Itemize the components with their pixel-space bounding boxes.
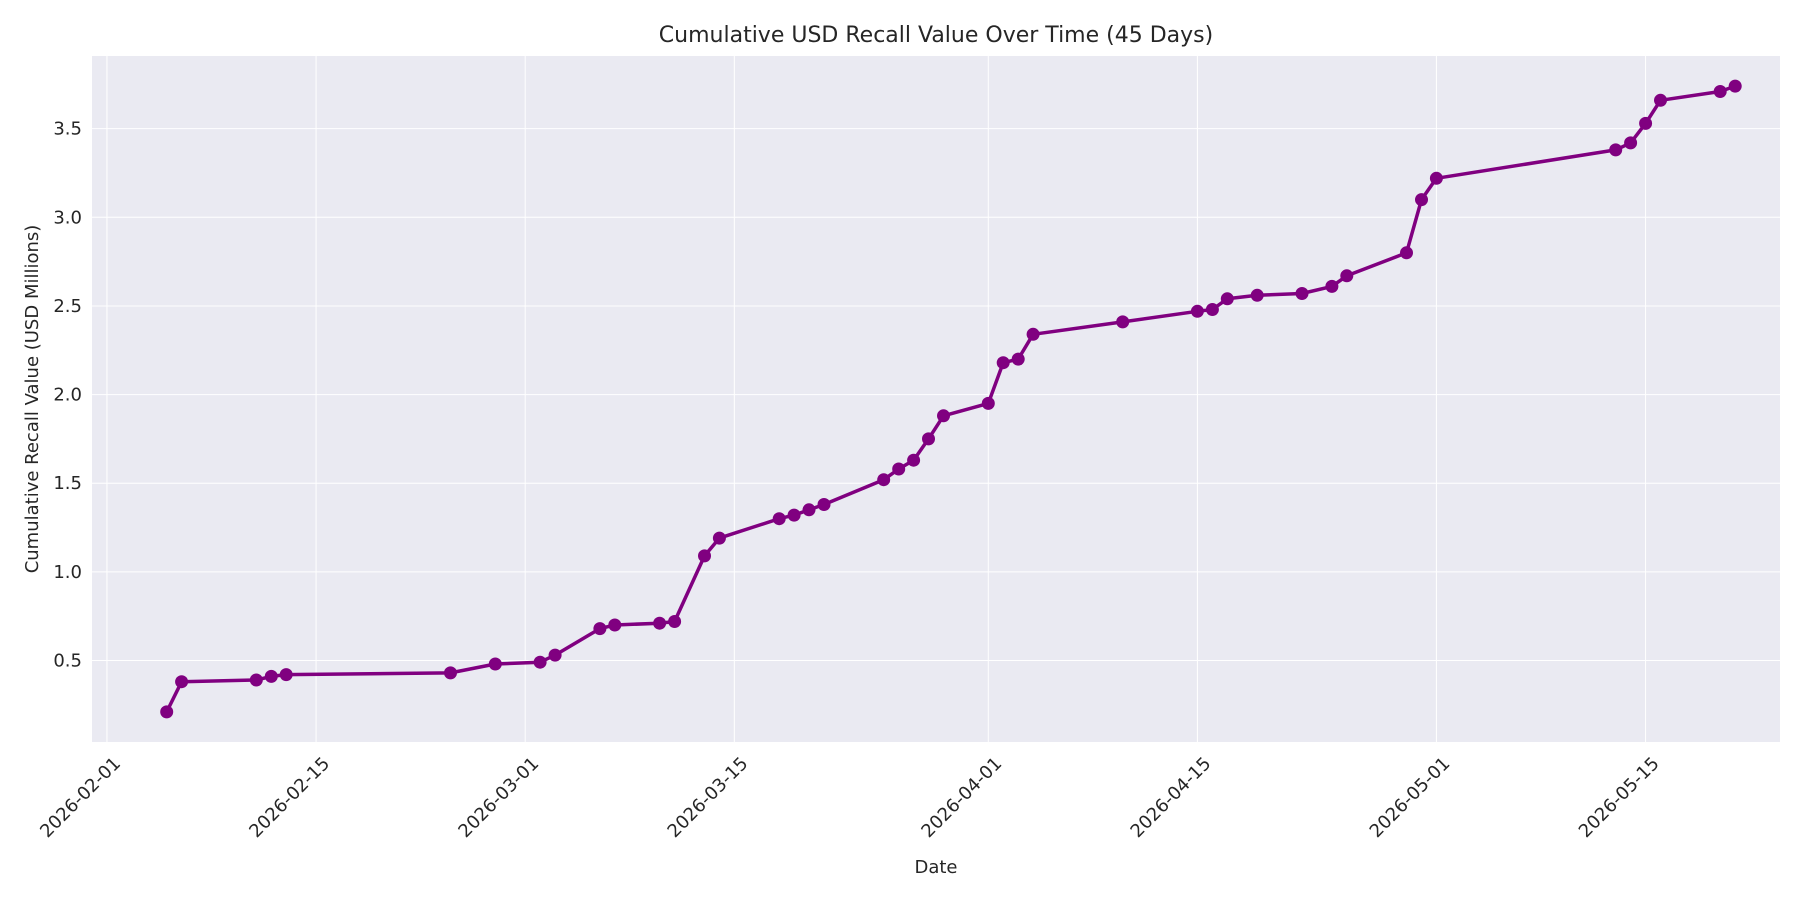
data-point <box>1250 288 1264 302</box>
x-axis-label: Date <box>914 857 957 878</box>
data-series <box>160 79 1742 719</box>
data-point <box>817 498 831 511</box>
data-point <box>1429 171 1443 185</box>
x-tick-label: 2026-05-15 <box>1575 753 1664 842</box>
data-point <box>892 462 906 476</box>
data-point <box>1609 143 1623 157</box>
data-point <box>1624 136 1638 150</box>
x-tick-label: 2026-02-01 <box>36 753 125 842</box>
x-tick-label: 2026-03-15 <box>664 753 753 842</box>
chart-title: Cumulative USD Recall Value Over Time (4… <box>659 23 1213 48</box>
y-axis-label: Cumulative Recall Value (USD Millions) <box>22 225 43 574</box>
data-point <box>608 618 622 632</box>
data-point <box>877 473 891 487</box>
data-point <box>279 668 293 682</box>
data-point <box>249 673 263 687</box>
data-point <box>175 675 189 689</box>
data-point <box>1400 246 1413 260</box>
y-tick-label: 0.5 <box>53 650 82 671</box>
data-point <box>548 648 562 662</box>
data-point <box>444 666 457 680</box>
data-point <box>1116 315 1130 329</box>
y-tick-label: 3.0 <box>53 207 82 228</box>
grid-lines <box>92 56 1780 742</box>
data-point <box>1728 79 1742 93</box>
data-point <box>1415 193 1428 207</box>
y-tick-label: 2.0 <box>53 385 82 406</box>
y-tick-label: 2.5 <box>53 296 82 317</box>
data-point <box>1713 85 1727 98</box>
x-tick-label: 2026-04-01 <box>917 753 1006 842</box>
x-tick-label: 2026-05-01 <box>1366 753 1455 842</box>
data-point <box>937 409 950 423</box>
data-point <box>907 453 921 467</box>
data-point <box>1190 304 1204 318</box>
data-point <box>981 396 995 410</box>
x-tick-label: 2026-04-15 <box>1127 753 1216 842</box>
data-point <box>712 531 726 545</box>
data-point <box>668 615 682 628</box>
data-point <box>533 655 547 669</box>
data-point <box>593 622 607 636</box>
data-point <box>653 616 667 630</box>
data-point <box>787 508 801 522</box>
data-point <box>1205 303 1219 316</box>
data-point <box>1340 269 1354 283</box>
y-tick-label: 3.5 <box>53 119 82 140</box>
data-point <box>922 432 935 446</box>
data-point <box>1295 287 1309 300</box>
data-point <box>1026 327 1040 341</box>
y-tick-label: 1.0 <box>53 562 82 583</box>
x-tick-label: 2026-02-15 <box>245 753 334 842</box>
data-point <box>1325 279 1339 293</box>
x-tick-label: 2026-03-01 <box>454 753 543 842</box>
data-point <box>160 705 174 719</box>
data-point <box>772 512 786 526</box>
data-point <box>1220 292 1234 306</box>
plot-area <box>92 56 1780 742</box>
data-point <box>698 549 711 563</box>
data-point <box>996 356 1010 370</box>
data-point <box>1011 352 1025 366</box>
data-point <box>488 657 502 671</box>
data-point <box>264 669 278 683</box>
data-point <box>802 503 816 517</box>
data-point <box>1639 116 1653 130</box>
data-point <box>1654 93 1667 107</box>
y-tick-label: 1.5 <box>53 473 82 494</box>
